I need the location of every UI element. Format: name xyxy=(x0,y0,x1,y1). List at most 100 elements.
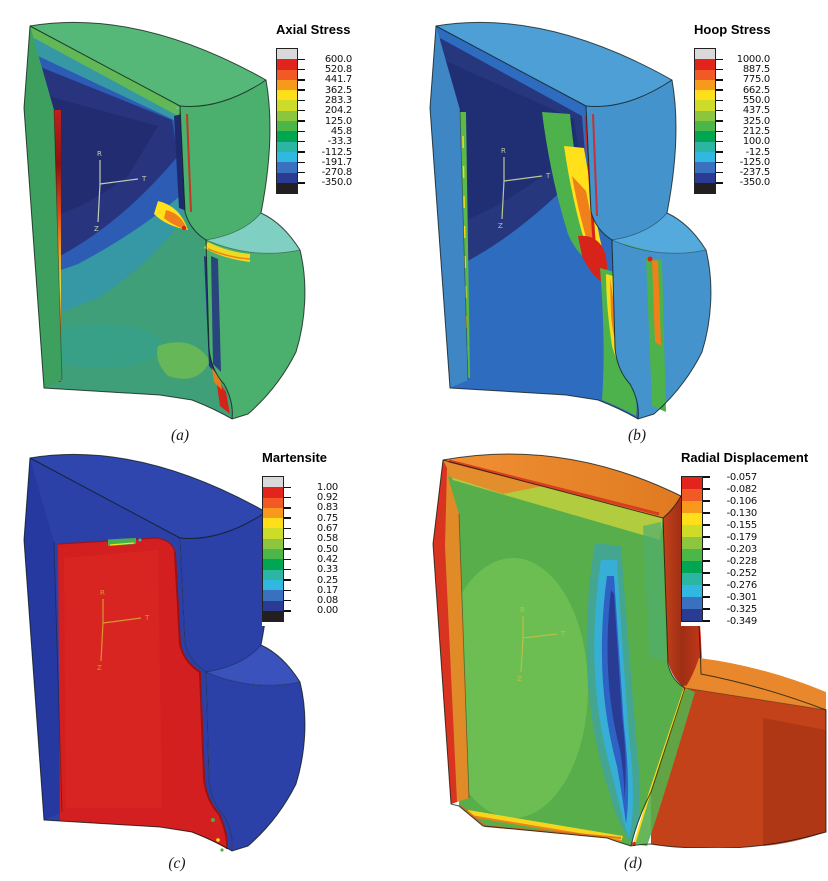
lower-orange-core xyxy=(652,260,661,346)
colorbar-tick-label: -350.0 xyxy=(716,177,770,188)
colorbar-tick-label: -12.5 xyxy=(716,147,770,158)
colorbar-band xyxy=(263,590,283,601)
colorbar-tick-label: -0.106 xyxy=(703,496,757,507)
colorbar-band xyxy=(682,489,702,501)
colorbar-band xyxy=(263,559,283,570)
outline xyxy=(429,21,712,420)
top-face xyxy=(30,454,266,539)
colorbar-tick-label: 125.0 xyxy=(298,116,352,127)
legend-title: Martensite xyxy=(262,450,328,465)
colorbar-tick-label: 212.5 xyxy=(716,126,770,137)
colorbar-tick-label: 600.0 xyxy=(298,54,352,65)
colorbar-band xyxy=(695,79,715,91)
axis-triad: R T Z xyxy=(97,589,150,672)
colorbar-tick-label: 0.92 xyxy=(284,492,338,503)
colorbar-tick-label: 0.33 xyxy=(284,564,338,575)
colorbar xyxy=(276,48,298,195)
colorbar-tick-label: 0.50 xyxy=(284,544,338,555)
colorbar-band xyxy=(695,121,715,132)
colorbar-tick-label: 0.75 xyxy=(284,513,338,524)
colorbar-band xyxy=(263,579,283,591)
colorbar-band xyxy=(277,162,297,173)
colorbar-band xyxy=(682,597,702,609)
colorbar-tick-label: -0.349 xyxy=(703,616,757,627)
notch-orange-line xyxy=(207,248,251,260)
colorbar-band xyxy=(695,90,715,101)
top-face xyxy=(436,22,672,107)
colorbar-tick-label: 0.83 xyxy=(284,502,338,513)
colorbar-tick-label: -191.7 xyxy=(298,157,352,168)
legend-radial-displacement: Radial Displacement -0.057 -0.082 -0.106 -0… xyxy=(681,450,813,627)
triad-label-z: Z xyxy=(498,222,503,230)
colorbar-tick-label: 45.8 xyxy=(298,126,352,137)
outline xyxy=(432,453,827,848)
colorbar-band xyxy=(277,172,297,183)
colorbar xyxy=(262,476,284,623)
subfigure-caption-d: (d) xyxy=(623,855,643,872)
colorbar-tick-label: 441.7 xyxy=(298,74,352,85)
colorbar-tick-label: 1000.0 xyxy=(716,54,770,65)
colorbar-band xyxy=(277,100,297,111)
martensite-region xyxy=(57,537,229,852)
triad-label-z: Z xyxy=(97,664,102,672)
outer-face-upper xyxy=(180,512,270,677)
colorbar-tick-label: -0.228 xyxy=(703,556,757,567)
colorbar-tick-label: 775.0 xyxy=(716,74,770,85)
colorbar xyxy=(681,476,703,622)
legend-martensite: Martensite 1.00 0.92 0.83 0.75 0.67 0.58 0.50 0… xyxy=(262,450,338,627)
colorbar-tick-label: 0.67 xyxy=(284,523,338,534)
colorbar-tick-label: -0.301 xyxy=(703,592,757,603)
colorbar-band xyxy=(263,507,283,519)
colorbar-band xyxy=(695,141,715,152)
triad-label-z: Z xyxy=(517,675,522,683)
colorbar-band xyxy=(263,497,283,508)
colorbar-band xyxy=(277,110,297,122)
colorbar-band xyxy=(263,610,283,622)
notch-hot-band xyxy=(204,242,250,262)
colorbar-tick-label: -237.5 xyxy=(716,167,770,178)
colorbar-band xyxy=(682,549,702,561)
left-red-edge xyxy=(433,460,457,804)
colorbar-band xyxy=(695,49,715,60)
colorbar-tick-label: -0.130 xyxy=(703,508,757,519)
colorbar-tick-label: -33.3 xyxy=(298,136,352,147)
colorbar-tick-label: 0.08 xyxy=(284,595,338,606)
outer-face-upper xyxy=(586,80,676,245)
triad-label-t: T xyxy=(141,175,147,183)
colorbar-tick-label: -0.179 xyxy=(703,532,757,543)
triad-label-t: T xyxy=(545,172,551,180)
triad-label-r: R xyxy=(100,589,105,597)
colorbar-tick-label: -0.057 xyxy=(703,472,757,483)
colorbar-tick-label: 204.2 xyxy=(298,105,352,116)
colorbar-band xyxy=(682,501,702,513)
colorbar xyxy=(694,48,716,195)
left-face xyxy=(430,26,468,388)
colorbar-band xyxy=(682,537,702,549)
outline xyxy=(23,21,306,420)
triad-label-z: Z xyxy=(94,225,99,233)
colorbar-tick-label: -0.155 xyxy=(703,520,757,531)
subfigure-caption-a: (a) xyxy=(170,427,190,444)
top-face xyxy=(30,22,266,107)
colorbar-band xyxy=(277,69,297,80)
colorbar-band xyxy=(277,151,297,163)
outer-face-lower xyxy=(206,672,305,851)
model-3d-view-axial-stress: R T Z xyxy=(23,21,306,420)
notch-green-band xyxy=(633,688,695,846)
model-3d-view-hoop-stress: R T Z xyxy=(429,21,712,420)
colorbar-band xyxy=(695,100,715,111)
cut-face xyxy=(443,460,685,846)
colorbar-band xyxy=(277,131,297,142)
hot-spot xyxy=(647,256,653,262)
colorbar-tick-label: -0.082 xyxy=(703,484,757,495)
colorbar-tick-label: 0.58 xyxy=(284,533,338,544)
top-face xyxy=(443,453,681,518)
triad-label-t: T xyxy=(144,614,150,622)
colorbar-band xyxy=(682,477,702,489)
lower-dark-red xyxy=(763,718,826,846)
colorbar-band xyxy=(277,79,297,91)
colorbar-band xyxy=(277,49,297,60)
colorbar-band xyxy=(263,487,283,498)
legend-hoop-stress: Hoop Stress 1000.0 887.5 775.0 662.5 550.0 43… xyxy=(694,22,775,199)
